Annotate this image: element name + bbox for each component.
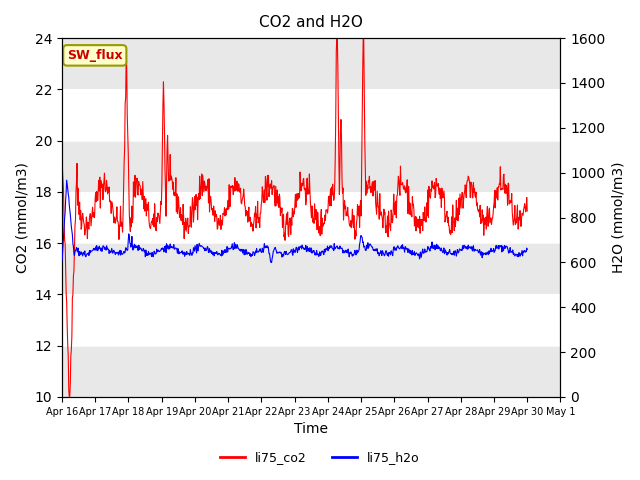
Y-axis label: H2O (mmol/m3): H2O (mmol/m3): [611, 162, 625, 273]
Bar: [62, 141, 561, 192]
Text: SW_flux: SW_flux: [67, 49, 123, 62]
X-axis label: Time: Time: [294, 422, 328, 436]
Bar: [62, 243, 561, 294]
Bar: [62, 346, 561, 397]
Title: CO2 and H2O: CO2 and H2O: [259, 15, 363, 30]
Legend: li75_co2, li75_h2o: li75_co2, li75_h2o: [215, 446, 425, 469]
Bar: [62, 38, 561, 89]
Y-axis label: CO2 (mmol/m3): CO2 (mmol/m3): [15, 162, 29, 273]
